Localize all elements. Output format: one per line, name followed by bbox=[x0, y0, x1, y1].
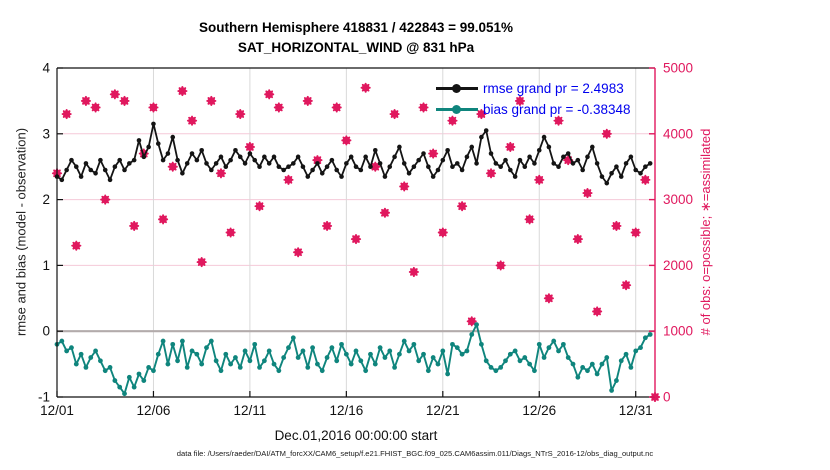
datafile-path-text: data file: /Users/raeder/DAI/ATM_forcXX/… bbox=[176, 449, 654, 458]
obs-marker-possible-assimilated bbox=[543, 293, 554, 304]
right-axis-tick-label: 5000 bbox=[663, 61, 693, 76]
obs-marker-possible-assimilated bbox=[283, 174, 294, 185]
right-axis-tick-label: 0 bbox=[663, 390, 671, 405]
rmse-legend-line-icon bbox=[436, 84, 478, 94]
obs-marker-possible-assimilated bbox=[572, 234, 583, 245]
x-axis-tick-label: 12/21 bbox=[426, 403, 460, 418]
obs-count-markers bbox=[51, 82, 661, 403]
obs-marker-possible-assimilated bbox=[90, 102, 101, 113]
right-axis-tick-label: 3000 bbox=[663, 192, 693, 207]
obs-marker-possible-assimilated bbox=[485, 168, 497, 179]
plot-title-line2: SAT_HORIZONTAL_WIND @ 831 hPa bbox=[237, 39, 475, 55]
x-axis-tick-label: 12/11 bbox=[234, 403, 267, 418]
legend-bias-text: bias grand pr = -0.38348 bbox=[483, 102, 631, 117]
obs-marker-possible-assimilated bbox=[244, 141, 255, 153]
obs-marker-possible-assimilated bbox=[457, 201, 468, 212]
obs-marker-possible-assimilated bbox=[640, 174, 651, 185]
obs-marker-possible-assimilated bbox=[592, 306, 603, 317]
obs-marker-possible-assimilated bbox=[148, 102, 159, 113]
axes-box bbox=[56, 67, 656, 398]
obs-marker-possible-assimilated bbox=[389, 109, 400, 120]
obs-marker-possible-assimilated bbox=[235, 109, 246, 120]
obs-marker-possible-assimilated bbox=[418, 102, 429, 113]
legend-entry-bias: bias grand pr = -0.38348 bbox=[436, 102, 630, 117]
rmse-series bbox=[54, 121, 653, 186]
obs-marker-possible-assimilated bbox=[109, 89, 120, 100]
x-axis-tick-label: 12/31 bbox=[619, 403, 653, 418]
obs-marker-possible-assimilated bbox=[293, 247, 304, 258]
obs-marker-possible-assimilated bbox=[360, 82, 371, 93]
obs-marker-possible-assimilated bbox=[437, 227, 448, 238]
right-axis-tick-label: 1000 bbox=[663, 324, 693, 339]
rmse-legend-dot-icon bbox=[452, 84, 461, 94]
obs-marker-possible-assimilated bbox=[71, 240, 82, 251]
obs-marker-possible-assimilated bbox=[611, 220, 622, 231]
left-axis-tick-label: 4 bbox=[42, 61, 50, 76]
right-y-axis-label: # of obs: o=possible; ∗=assimilated bbox=[698, 128, 713, 336]
obs-marker-possible-assimilated bbox=[534, 174, 545, 185]
obs-marker-possible-assimilated bbox=[273, 102, 284, 113]
obs-marker-possible-assimilated bbox=[331, 102, 342, 113]
x-axis-tick-label: 12/26 bbox=[522, 403, 556, 418]
obs-marker-possible-assimilated bbox=[215, 168, 227, 179]
legend-rmse-text: rmse grand pr = 2.4983 bbox=[483, 81, 624, 96]
obs-marker-possible-assimilated bbox=[322, 220, 333, 231]
obs-marker-possible-assimilated bbox=[100, 194, 111, 205]
obs-marker-possible-assimilated bbox=[61, 109, 72, 120]
obs-marker-possible-assimilated bbox=[447, 115, 458, 126]
obs-marker-possible-assimilated bbox=[302, 95, 313, 106]
plot-title: Southern Hemisphere 418831 / 422843 = 99… bbox=[57, 18, 655, 57]
obs-marker-possible-assimilated bbox=[428, 148, 439, 159]
left-y-axis-label: rmse and bias (model - observation) bbox=[13, 127, 29, 337]
obs-marker-possible-assimilated bbox=[177, 85, 188, 97]
obs-marker-possible-assimilated bbox=[466, 316, 477, 327]
x-axis-label: Dec.01,2016 00:00:00 start bbox=[274, 428, 438, 443]
left-axis-tick-label: 1 bbox=[42, 258, 50, 273]
left-axis-tick-label: 2 bbox=[42, 192, 50, 207]
obs-marker-possible-assimilated bbox=[630, 227, 641, 238]
obs-marker-possible-assimilated bbox=[408, 266, 419, 278]
obs-marker-possible-assimilated bbox=[379, 207, 390, 218]
tick-marks-and-labels: -1 0 1 2 3 4 0 1000 2000 3000 4000 5000 12/01 12/06 12… bbox=[38, 61, 693, 419]
left-axis-tick-label: 0 bbox=[42, 324, 50, 339]
left-axis-tick-label: -1 bbox=[38, 390, 50, 405]
obs-marker-possible-assimilated bbox=[350, 234, 362, 245]
obs-marker-possible-assimilated bbox=[206, 95, 217, 106]
left-axis-tick-label: 3 bbox=[42, 126, 50, 141]
obs-marker-possible-assimilated bbox=[601, 128, 612, 139]
obs-marker-possible-assimilated bbox=[495, 260, 506, 271]
right-axis-tick-label: 2000 bbox=[663, 258, 693, 273]
bias-legend-dot-icon bbox=[452, 105, 461, 115]
bias-series bbox=[54, 322, 653, 397]
obs-marker-possible-assimilated bbox=[264, 89, 275, 100]
obs-marker-possible-assimilated bbox=[524, 214, 535, 225]
obs-marker-possible-assimilated bbox=[582, 187, 593, 199]
obs-marker-possible-assimilated bbox=[621, 280, 632, 291]
plot-title-line1: Southern Hemisphere 418831 / 422843 = 99… bbox=[198, 20, 514, 35]
obs-marker-possible-assimilated bbox=[80, 95, 91, 106]
obs-marker-possible-assimilated bbox=[158, 214, 169, 225]
obs-marker-possible-assimilated bbox=[514, 95, 526, 106]
obs-marker-possible-assimilated bbox=[167, 161, 178, 172]
obs-marker-possible-assimilated bbox=[341, 135, 352, 146]
obs-marker-possible-assimilated bbox=[225, 227, 236, 238]
x-axis-tick-label: 12/06 bbox=[137, 403, 171, 418]
bias-legend-line-icon bbox=[436, 105, 478, 115]
obs-marker-possible-assimilated bbox=[553, 115, 564, 126]
legend-entry-rmse: rmse grand pr = 2.4983 bbox=[436, 81, 624, 96]
obs-marker-possible-assimilated bbox=[129, 220, 140, 231]
obs-marker-possible-assimilated bbox=[186, 115, 198, 126]
right-axis-tick-label: 4000 bbox=[663, 126, 693, 141]
obs-marker-possible-assimilated bbox=[196, 257, 207, 268]
obs-marker-possible-assimilated bbox=[254, 201, 265, 212]
obs-marker-possible-assimilated bbox=[312, 155, 323, 166]
obs-marker-possible-assimilated bbox=[119, 95, 130, 106]
obs-marker-possible-assimilated bbox=[505, 141, 516, 153]
obs-marker-possible-assimilated bbox=[399, 181, 410, 192]
obs-marker-possible-assimilated bbox=[476, 109, 487, 120]
x-axis-tick-label: 12/16 bbox=[329, 403, 363, 418]
x-axis-tick-label: 12/01 bbox=[40, 403, 74, 418]
